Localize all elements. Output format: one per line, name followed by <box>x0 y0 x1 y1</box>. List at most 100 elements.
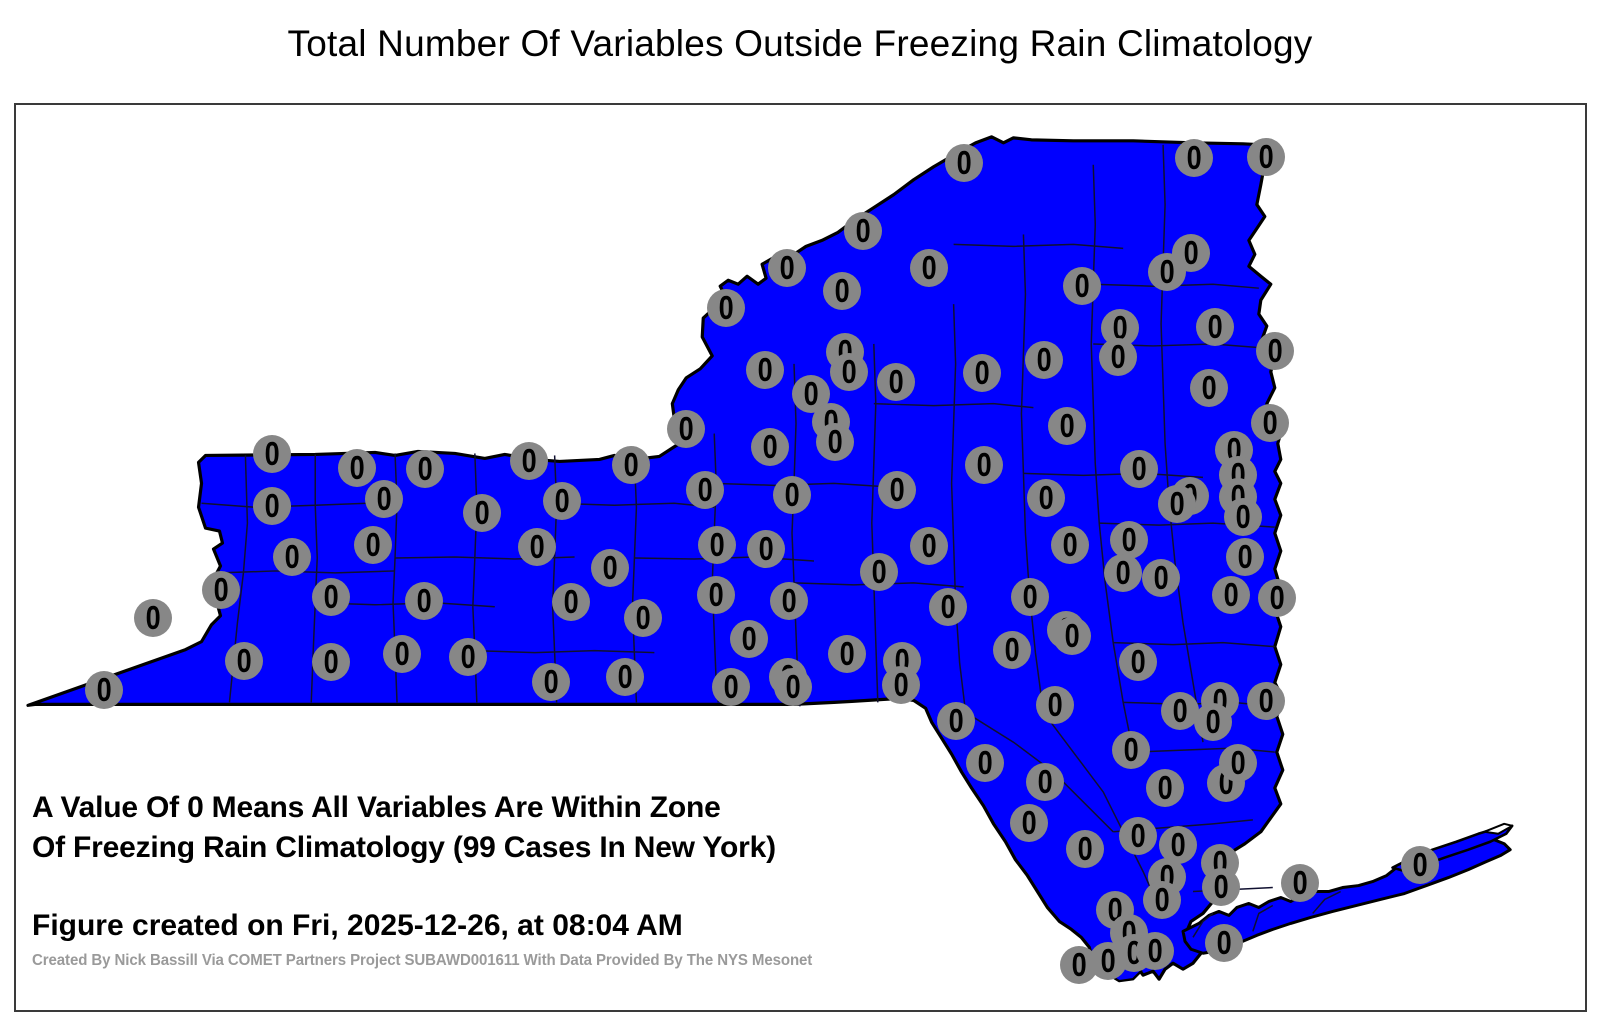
station-marker[interactable]: 0 <box>1281 864 1319 902</box>
station-marker[interactable]: 0 <box>1247 682 1285 720</box>
station-marker[interactable]: 0 <box>1146 769 1184 807</box>
station-marker[interactable]: 0 <box>828 635 866 673</box>
station-marker[interactable]: 0 <box>1224 498 1262 536</box>
station-marker[interactable]: 0 <box>1119 643 1157 681</box>
station-marker[interactable]: 0 <box>993 631 1031 669</box>
station-marker[interactable]: 0 <box>774 668 812 706</box>
station-marker[interactable]: 0 <box>449 638 487 676</box>
station-marker[interactable]: 0 <box>510 442 548 480</box>
station-marker[interactable]: 0 <box>882 666 920 704</box>
station-marker[interactable]: 0 <box>1120 450 1158 488</box>
station-marker[interactable]: 0 <box>1143 881 1181 919</box>
station-marker[interactable]: 0 <box>1048 407 1086 445</box>
station-marker[interactable]: 0 <box>552 583 590 621</box>
station-marker[interactable]: 0 <box>1010 804 1048 842</box>
station-marker[interactable]: 0 <box>312 578 350 616</box>
station-marker[interactable]: 0 <box>1112 731 1150 769</box>
station-marker[interactable]: 0 <box>768 249 806 287</box>
station-marker[interactable]: 0 <box>338 449 376 487</box>
station-marker[interactable]: 0 <box>877 363 915 401</box>
station-marker[interactable]: 0 <box>406 450 444 488</box>
station-marker[interactable]: 0 <box>1247 138 1285 176</box>
station-marker[interactable]: 0 <box>134 599 172 637</box>
station-marker[interactable]: 0 <box>405 582 443 620</box>
station-marker[interactable]: 0 <box>85 671 123 709</box>
station-marker[interactable]: 0 <box>591 549 629 587</box>
station-marker[interactable]: 0 <box>816 423 854 461</box>
station-marker[interactable]: 0 <box>1401 846 1439 884</box>
station-marker[interactable]: 0 <box>543 482 581 520</box>
station-marker[interactable]: 0 <box>1258 579 1296 617</box>
station-marker[interactable]: 0 <box>1251 404 1289 442</box>
station-marker[interactable]: 0 <box>518 528 556 566</box>
station-marker[interactable]: 0 <box>1172 234 1210 272</box>
station-marker[interactable]: 0 <box>1158 485 1196 523</box>
station-marker[interactable]: 0 <box>823 272 861 310</box>
station-marker[interactable]: 0 <box>773 476 811 514</box>
station-marker[interactable]: 0 <box>1256 332 1294 370</box>
station-marker[interactable]: 0 <box>770 582 808 620</box>
station-marker[interactable]: 0 <box>1226 538 1264 576</box>
station-marker[interactable]: 0 <box>1196 308 1234 346</box>
station-marker[interactable]: 0 <box>612 446 650 484</box>
station-marker[interactable]: 0 <box>1205 924 1243 962</box>
station-marker[interactable]: 0 <box>697 576 735 614</box>
station-marker[interactable]: 0 <box>1119 817 1157 855</box>
station-marker[interactable]: 0 <box>253 435 291 473</box>
station-marker[interactable]: 0 <box>365 480 403 518</box>
station-marker[interactable]: 0 <box>1219 744 1257 782</box>
station-marker[interactable]: 0 <box>1202 868 1240 906</box>
station-marker[interactable]: 0 <box>712 668 750 706</box>
station-marker[interactable]: 0 <box>965 446 1003 484</box>
station-marker[interactable]: 0 <box>963 354 1001 392</box>
station-marker[interactable]: 0 <box>1011 578 1049 616</box>
station-marker[interactable]: 0 <box>312 643 350 681</box>
station-marker[interactable]: 0 <box>383 635 421 673</box>
station-marker[interactable]: 0 <box>1161 692 1199 730</box>
station-marker[interactable]: 0 <box>746 351 784 389</box>
station-marker[interactable]: 0 <box>910 527 948 565</box>
station-marker[interactable]: 0 <box>1063 267 1101 305</box>
station-marker[interactable]: 0 <box>1190 369 1228 407</box>
station-marker[interactable]: 0 <box>1066 830 1104 868</box>
station-marker[interactable]: 0 <box>1036 686 1074 724</box>
station-marker[interactable]: 0 <box>707 289 745 327</box>
station-marker[interactable]: 0 <box>844 212 882 250</box>
station-marker[interactable]: 0 <box>910 249 948 287</box>
station-marker[interactable]: 0 <box>1027 479 1065 517</box>
station-marker[interactable]: 0 <box>1136 932 1174 970</box>
station-marker[interactable]: 0 <box>532 663 570 701</box>
station-marker[interactable]: 0 <box>354 526 392 564</box>
station-marker[interactable]: 0 <box>667 410 705 448</box>
station-marker[interactable]: 0 <box>830 353 868 391</box>
station-marker[interactable]: 0 <box>747 530 785 568</box>
station-marker[interactable]: 0 <box>624 599 662 637</box>
station-marker[interactable]: 0 <box>966 744 1004 782</box>
station-marker[interactable]: 0 <box>937 702 975 740</box>
station-marker[interactable]: 0 <box>1026 763 1064 801</box>
station-marker[interactable]: 0 <box>1212 576 1250 614</box>
station-marker[interactable]: 0 <box>1099 338 1137 376</box>
station-marker[interactable]: 0 <box>273 538 311 576</box>
station-marker[interactable]: 0 <box>1051 526 1089 564</box>
station-marker[interactable]: 0 <box>225 642 263 680</box>
station-marker[interactable]: 0 <box>253 487 291 525</box>
station-marker[interactable]: 0 <box>1175 139 1213 177</box>
station-marker[interactable]: 0 <box>1142 559 1180 597</box>
station-marker[interactable]: 0 <box>945 144 983 182</box>
station-marker[interactable]: 0 <box>1104 554 1142 592</box>
station-marker[interactable]: 0 <box>751 428 789 466</box>
station-marker[interactable]: 0 <box>202 571 240 609</box>
station-marker[interactable]: 0 <box>1053 617 1091 655</box>
station-marker[interactable]: 0 <box>1159 826 1197 864</box>
station-marker[interactable]: 0 <box>686 471 724 509</box>
station-marker[interactable]: 0 <box>1194 703 1232 741</box>
station-marker[interactable]: 0 <box>1110 521 1148 559</box>
station-marker[interactable]: 0 <box>1025 341 1063 379</box>
station-marker[interactable]: 0 <box>730 620 768 658</box>
station-marker[interactable]: 0 <box>860 553 898 591</box>
station-marker[interactable]: 0 <box>698 526 736 564</box>
station-marker[interactable]: 0 <box>878 471 916 509</box>
station-marker[interactable]: 0 <box>1089 942 1127 980</box>
station-marker[interactable]: 0 <box>606 658 644 696</box>
